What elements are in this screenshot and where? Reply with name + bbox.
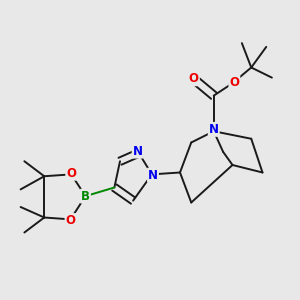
Text: O: O — [65, 214, 76, 227]
Text: O: O — [189, 72, 199, 85]
Text: N: N — [209, 123, 219, 136]
Text: B: B — [81, 190, 90, 202]
Text: N: N — [133, 145, 142, 158]
Text: O: O — [66, 167, 76, 180]
Text: O: O — [230, 76, 239, 88]
Text: N: N — [148, 169, 158, 182]
